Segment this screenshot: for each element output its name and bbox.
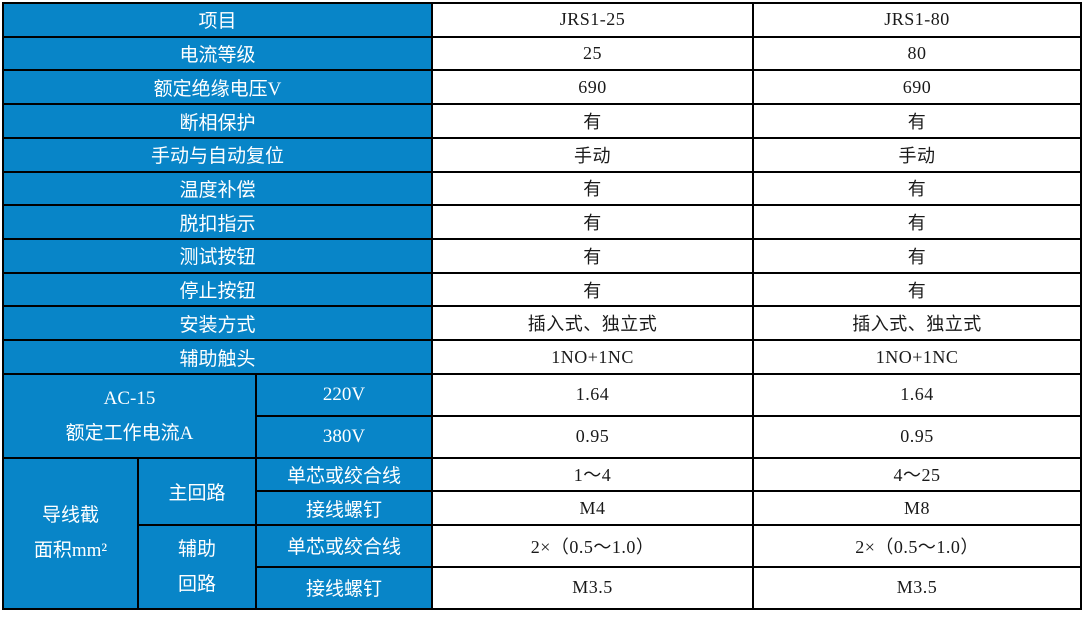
value-cell: 25 (431, 35, 755, 72)
wire-aux-label-line1: 辅助 (177, 539, 216, 561)
table-row: 停止按钮 有 有 (1, 271, 1083, 308)
header-item-cell: 项目 (1, 2, 434, 38)
header-col2-cell: JRS1-80 (752, 2, 1083, 38)
value-cell: 4～25 (752, 456, 1083, 493)
wire-label-line2: 面积mm² (33, 540, 108, 562)
value-cell: 有 (752, 103, 1083, 139)
row-label-cell: 温度补偿 (1, 170, 434, 207)
ac15-sub-label-cell: 220V (254, 372, 434, 417)
value-cell: 690 (431, 69, 755, 106)
value-cell: 插入式、独立式 (431, 305, 755, 342)
value-cell: 手动 (431, 136, 755, 173)
value-cell: M4 (431, 490, 755, 527)
value-cell: M3.5 (431, 565, 755, 611)
table-row-wire-main-strand: 导线截 面积mm² 主回路 单芯或绞合线 1～4 4～25 (2, 456, 1083, 611)
value-cell: 1～4 (431, 456, 755, 493)
table-row-ac15-220v: AC-15 额定工作电流A 220V 1.64 1.64 (2, 372, 1083, 459)
value-cell: 1.64 (431, 372, 755, 417)
table-row: 手动与自动复位 手动 手动 (1, 136, 1083, 173)
row-label-cell: 额定绝缘电压V (1, 69, 434, 106)
wire-aux-label-line2: 回路 (177, 574, 216, 596)
value-cell: 690 (752, 69, 1083, 106)
row-label-cell: 断相保护 (1, 103, 434, 139)
value-cell: 有 (752, 238, 1083, 274)
value-cell: 有 (752, 204, 1083, 241)
value-cell: 有 (431, 103, 755, 139)
value-cell: 80 (752, 35, 1083, 72)
value-cell: 0.95 (431, 414, 755, 459)
header-col1-cell: JRS1-25 (431, 2, 755, 38)
ac15-label-line1: AC-15 (103, 387, 156, 409)
row-label-cell: 测试按钮 (1, 238, 434, 274)
value-cell: 插入式、独立式 (752, 305, 1083, 342)
wire-aux-label-stack: 辅助 回路 (140, 532, 254, 602)
table-row-ac15-380v: 380V 0.95 0.95 (3, 414, 1083, 459)
wire-label-line1: 导线截 (41, 505, 99, 527)
value-cell: 0.95 (752, 414, 1083, 459)
value-cell: 1.64 (752, 372, 1083, 417)
value-cell: M8 (752, 490, 1083, 527)
ac15-sub-label-cell: 380V (254, 414, 434, 459)
table-row-wire-aux-screw: 接线螺钉 M3.5 M3.5 (3, 565, 1083, 611)
row-label-cell: 电流等级 (1, 35, 434, 72)
table-row-wire-aux-strand: 辅助 回路 单芯或绞合线 2×（0.5～1.0） 2×（0.5～1.0） (3, 524, 1083, 610)
value-cell: 1NO+1NC (752, 339, 1083, 375)
row-label-cell: 辅助触头 (1, 339, 434, 375)
wire-label-stack: 导线截 面积mm² (5, 498, 136, 568)
value-cell: 1NO+1NC (431, 339, 755, 375)
table-row: 断相保护 有 有 (1, 103, 1083, 139)
table-row: 电流等级 25 80 (1, 35, 1083, 72)
value-cell: 有 (431, 238, 755, 274)
table-row: 安装方式 插入式、独立式 插入式、独立式 (1, 305, 1083, 342)
table-row: 温度补偿 有 有 (1, 170, 1083, 207)
row-label-cell: 停止按钮 (1, 271, 434, 308)
value-cell: 有 (431, 271, 755, 308)
value-cell: 2×（0.5～1.0） (431, 524, 755, 568)
ac15-label-stack: AC-15 额定工作电流A (5, 381, 254, 451)
wire-sub-label-cell: 接线螺钉 (254, 565, 434, 611)
row-label-cell: 手动与自动复位 (1, 136, 434, 173)
value-cell: 2×（0.5～1.0） (752, 524, 1083, 568)
wire-main-circuit-cell: 主回路 (137, 456, 257, 527)
wire-sub-label-cell: 单芯或绞合线 (254, 456, 434, 493)
wire-sub-label-cell: 接线螺钉 (254, 490, 434, 527)
wire-group-label-cell: 导线截 面积mm² (2, 456, 139, 611)
value-cell: M3.5 (752, 565, 1083, 611)
wire-sub-label-cell: 单芯或绞合线 (254, 524, 434, 568)
row-label-cell: 安装方式 (1, 305, 434, 342)
table-row: 额定绝缘电压V 690 690 (1, 69, 1083, 106)
wire-aux-circuit-cell: 辅助 回路 (137, 524, 257, 610)
value-cell: 有 (752, 170, 1083, 207)
table-row: 辅助触头 1NO+1NC 1NO+1NC (1, 339, 1083, 375)
table-row-wire-main-screw: 接线螺钉 M4 M8 (3, 490, 1083, 527)
ac15-label-line2: 额定工作电流A (65, 422, 194, 444)
ac15-group-label-cell: AC-15 额定工作电流A (2, 372, 257, 459)
value-cell: 有 (431, 204, 755, 241)
table-row: 脱扣指示 有 有 (1, 204, 1083, 241)
value-cell: 有 (431, 170, 755, 207)
table-row: 测试按钮 有 有 (1, 238, 1083, 274)
value-cell: 有 (752, 271, 1083, 308)
row-label-cell: 脱扣指示 (1, 204, 434, 241)
table-header-row: 项目 JRS1-25 JRS1-80 (1, 2, 1083, 38)
value-cell: 手动 (752, 136, 1083, 173)
